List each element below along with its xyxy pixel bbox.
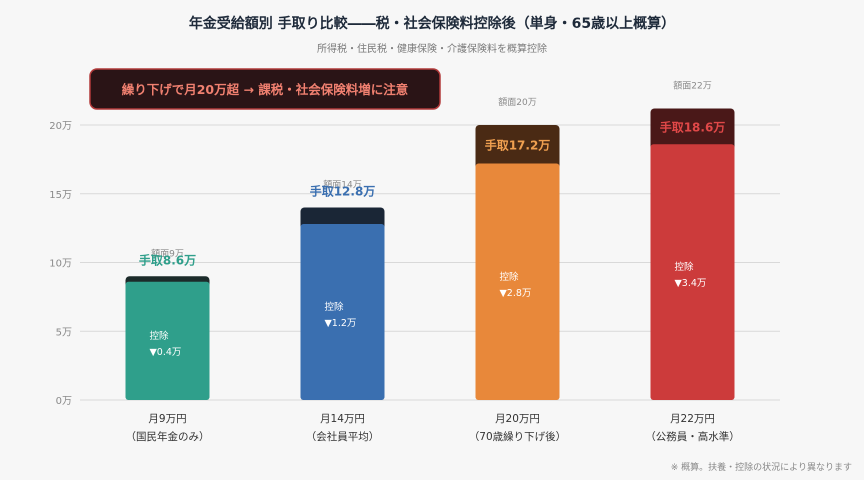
y-axis: 0万 5万 10万 15万 20万	[49, 121, 72, 407]
net-label: 手取8.6万	[139, 252, 196, 267]
x-tick-sublabel: （会社員平均）	[306, 430, 380, 443]
gross-label: 額面9万	[151, 247, 184, 259]
x-tick-label: 月22万円	[670, 413, 715, 425]
bar-net	[650, 144, 735, 400]
y-tick-label: 15万	[49, 190, 72, 201]
deduction-title: 控除	[500, 271, 520, 283]
chart-subtitle: 所得税・住民税・健康保険・介護保険料を概算控除	[317, 42, 547, 55]
bar-net	[125, 281, 210, 400]
deduction-label: ▼1.2万	[325, 318, 357, 329]
callout-box	[89, 68, 441, 110]
bar-net	[300, 224, 385, 400]
y-tick-label: 5万	[56, 327, 72, 338]
x-tick-sublabel: （国民年金のみ）	[126, 430, 210, 443]
deduction-label: ▼3.4万	[675, 278, 707, 289]
x-tick-label: 月9万円	[148, 413, 186, 425]
chart-title: 年金受給額別 手取り比較――税・社会保険料控除後（単身・65歳以上概算）	[189, 15, 675, 32]
y-tick-label: 10万	[49, 259, 72, 270]
net-label: 手取17.2万	[485, 137, 551, 152]
deduction-label: ▼0.4万	[150, 347, 182, 358]
x-tick-label: 月14万円	[320, 413, 365, 425]
gross-label: 額面14万	[323, 179, 361, 191]
gross-label: 額面20万	[498, 96, 536, 108]
deduction-label: ▼2.8万	[500, 288, 532, 299]
x-axis: 月9万円 （国民年金のみ） 月14万円 （会社員平均） 月20万円 （70歳繰り下げ後） 月…	[126, 413, 740, 443]
callout: 繰り下げで月20万超 → 課税・社会保険料増に注意	[89, 68, 441, 110]
deduction-title: 控除	[675, 261, 695, 273]
gross-label: 額面22万	[673, 80, 711, 92]
x-tick-sublabel: （70歳繰り下げ後）	[469, 430, 566, 443]
net-label: 手取18.6万	[660, 119, 726, 134]
x-tick-sublabel: （公務員・高水準）	[645, 430, 740, 443]
bar-net	[475, 163, 560, 400]
deduction-title: 控除	[150, 330, 170, 342]
x-tick-label: 月20万円	[495, 413, 540, 425]
y-tick-label: 20万	[49, 121, 72, 132]
footnote: ※ 概算。扶養・控除の状況により異なります	[671, 461, 852, 473]
deduction-title: 控除	[325, 301, 345, 313]
callout-text: 繰り下げで月20万超 → 課税・社会保険料増に注意	[122, 82, 409, 97]
net-label: 手取12.8万	[310, 184, 376, 199]
y-tick-label: 0万	[56, 396, 72, 407]
